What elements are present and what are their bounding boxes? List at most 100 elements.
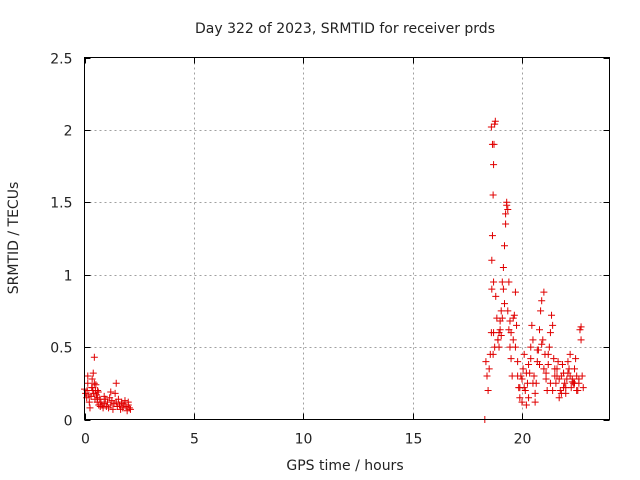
data-point	[554, 358, 562, 366]
data-point	[492, 292, 500, 300]
data-point	[550, 355, 558, 363]
data-point	[525, 360, 533, 368]
data-point	[546, 379, 554, 387]
data-point	[576, 326, 584, 334]
data-point	[126, 405, 134, 413]
data-point	[487, 123, 495, 131]
y-tick-label: 0.5	[50, 341, 72, 357]
data-point	[502, 220, 510, 228]
data-point	[542, 369, 550, 377]
data-point	[540, 365, 548, 373]
x-tick-label: 20	[514, 432, 532, 448]
data-point	[488, 256, 496, 264]
data-point	[546, 329, 554, 337]
data-point	[489, 191, 497, 199]
data-point	[518, 375, 526, 383]
y-tick-label: 0	[64, 414, 73, 430]
data-point	[82, 389, 90, 397]
data-point	[540, 288, 548, 296]
data-point	[507, 355, 515, 363]
data-point	[518, 398, 526, 406]
data-point	[496, 326, 504, 334]
data-point	[482, 358, 490, 366]
data-point	[494, 336, 502, 344]
data-point	[549, 387, 557, 395]
data-point	[513, 321, 521, 329]
data-point	[575, 375, 583, 383]
data-point	[112, 379, 120, 387]
data-point	[491, 120, 499, 128]
data-point	[97, 398, 105, 406]
data-point	[94, 388, 102, 396]
data-point	[531, 398, 539, 406]
data-point	[92, 381, 100, 389]
data-point	[514, 358, 522, 366]
data-point	[488, 285, 496, 293]
data-point	[504, 307, 512, 315]
data-point	[571, 365, 578, 373]
data-point	[522, 369, 530, 377]
data-point	[103, 398, 111, 406]
data-point	[489, 350, 497, 358]
data-point	[511, 288, 519, 296]
data-point	[490, 161, 498, 169]
data-point	[527, 355, 535, 363]
chart-title: Day 322 of 2023, SRMTID for receiver prd…	[195, 21, 495, 37]
data-point	[511, 343, 519, 351]
data-point	[90, 379, 98, 387]
data-point	[551, 365, 559, 373]
data-point	[544, 360, 552, 368]
data-point	[549, 321, 557, 329]
y-axis-label: SRMTID / TECUs	[6, 182, 22, 295]
x-axis-label: GPS time / hours	[286, 458, 403, 474]
data-point	[545, 343, 553, 351]
data-point	[533, 346, 541, 354]
data-point	[577, 336, 585, 344]
data-point	[566, 350, 574, 358]
data-point	[556, 387, 564, 395]
data-point	[96, 402, 104, 410]
data-point	[572, 355, 580, 363]
data-point	[125, 404, 133, 412]
data-point	[516, 394, 524, 402]
data-point	[119, 404, 127, 412]
data-point	[121, 397, 129, 405]
data-point	[490, 329, 498, 337]
data-point	[578, 372, 586, 380]
x-tick-label: 0	[81, 432, 90, 448]
data-point	[538, 297, 546, 305]
data-point	[510, 311, 518, 319]
data-point	[86, 404, 94, 412]
data-point	[490, 278, 498, 286]
data-point	[509, 336, 517, 344]
data-point	[514, 372, 522, 380]
data-point	[507, 329, 515, 337]
plot-frame	[84, 57, 610, 420]
x-tick-label: 5	[190, 432, 199, 448]
data-point	[107, 401, 115, 409]
data-point	[114, 395, 122, 403]
data-point	[499, 285, 507, 293]
data-point	[485, 365, 493, 373]
data-point	[529, 336, 537, 344]
data-point	[527, 343, 535, 351]
data-point	[558, 360, 566, 368]
data-point	[537, 307, 545, 315]
data-point	[548, 311, 556, 319]
data-point	[536, 326, 543, 334]
data-point	[536, 360, 543, 368]
data-point	[509, 314, 517, 322]
data-point	[579, 384, 587, 392]
data-point	[89, 369, 97, 377]
data-point	[495, 343, 503, 351]
y-tick-label: 1.5	[50, 196, 72, 212]
data-point	[529, 379, 537, 387]
data-point	[501, 242, 508, 250]
data-point	[498, 278, 506, 286]
data-point	[107, 388, 115, 396]
data-point	[522, 401, 530, 409]
data-point	[538, 340, 546, 348]
y-tick-label: 2.5	[50, 52, 72, 68]
data-point	[560, 384, 568, 392]
